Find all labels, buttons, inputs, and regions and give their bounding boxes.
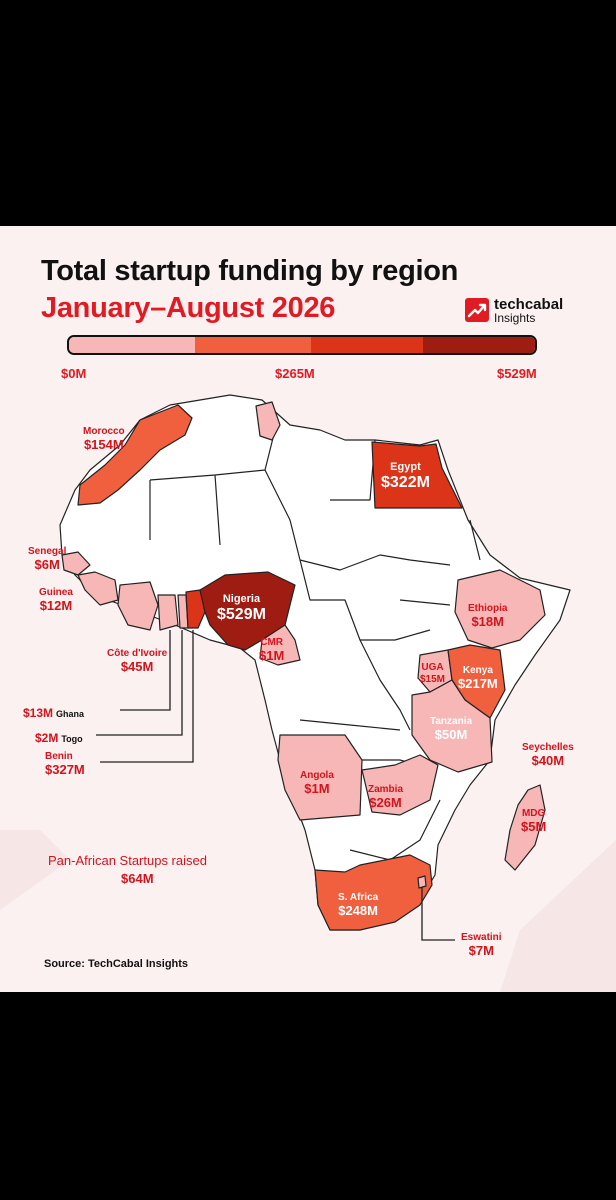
label-zambia: Zambia $26M [368,784,404,810]
label-kenya: Kenya $217M [458,665,498,691]
region-morocco [77,404,193,506]
label-tanzania: Tanzania $50M [430,716,473,742]
region-cmr [259,624,301,666]
pan-african-value: $64M [121,871,154,886]
color-scale-bar [67,335,537,355]
label-madagascar: MDG $5M [521,808,547,834]
region-south-africa [314,854,433,931]
brand-subname: Insights [494,311,536,325]
scale-segment-4 [423,337,535,353]
pan-african-text: Pan-African Startups raised [48,853,207,868]
label-nigeria: Nigeria $529M [217,593,266,623]
source-note: Source: TechCabal Insights [44,958,189,970]
region-ethiopia [454,569,546,649]
leader-benin [100,630,194,763]
scale-mid-label: $265M [275,366,315,381]
label-guinea: Guinea $12M [39,587,73,613]
scale-segment-2 [194,337,312,353]
label-benin: Benin $327M [45,751,85,777]
region-senegal [61,551,91,576]
label-morocco: Morocco $154M [83,426,125,452]
region-ghana [157,594,179,631]
bg-shape [0,830,70,910]
region-zambia [361,754,439,816]
region-tunisia [255,401,281,441]
chart-title: Total startup funding by region [41,255,459,287]
trend-up-icon [465,298,489,322]
scale-max-label: $529M [497,366,537,381]
region-eswatini [417,875,427,889]
region-cote [117,581,159,631]
region-egypt [371,441,463,509]
label-seychelles: Seychelles $40M [522,742,574,768]
label-senegal: Senegal $6M [28,546,67,572]
scale-segment-1 [69,337,195,353]
border-line [149,429,481,861]
label-ethiopia: Ethiopia $18M [468,603,508,629]
label-eswatini: Eswatini $7M [461,932,502,958]
label-cmr: CMR $1M [259,637,285,663]
label-cote-divoire: Côte d'Ivoire $45M [107,648,168,674]
label-ghana: $13M Ghana [23,706,85,720]
scale-segment-3 [311,337,424,353]
label-togo: $2M Togo [35,731,83,745]
label-uganda: UGA $15M [420,662,446,685]
brand-name: techcabal [494,296,564,313]
region-tanzania [411,679,493,773]
label-angola: Angola $1M [300,770,334,796]
region-benin [185,589,206,629]
leader-togo [96,630,183,736]
region-angola [277,734,363,821]
bg-shape [500,840,616,992]
chart-subtitle: January–August 2026 [41,292,336,324]
label-south-africa: S. Africa $248M [338,892,379,918]
leader-eswatini [421,887,455,941]
leader-ghana [120,630,171,711]
scale-min-label: $0M [61,366,87,381]
label-egypt: Egypt $322M [381,461,430,491]
region-madagascar [504,784,546,871]
